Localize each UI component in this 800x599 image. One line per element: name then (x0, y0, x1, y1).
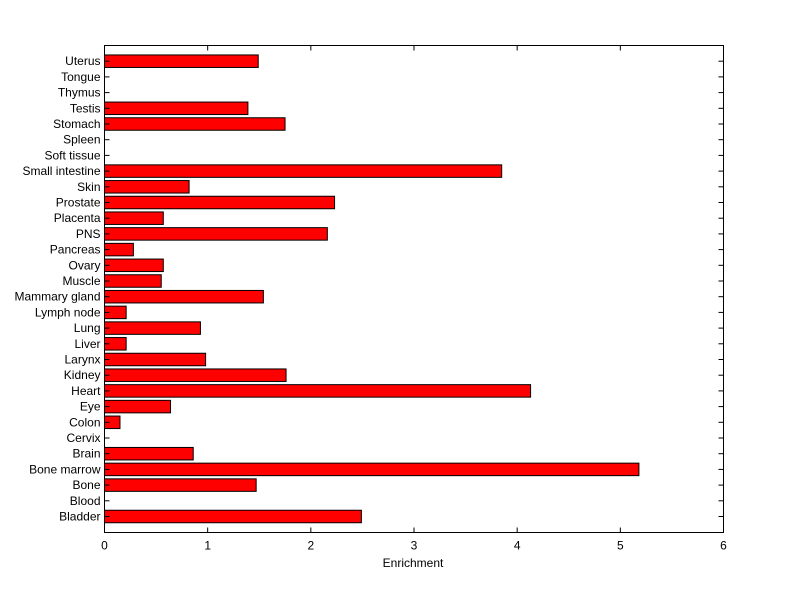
bar (104, 195, 336, 210)
y-tick-label: Muscle (62, 274, 100, 288)
y-tick-label: Thymus (58, 86, 101, 100)
plot-frame (104, 45, 724, 533)
y-tick-label: Mammary gland (14, 290, 100, 304)
x-tick-label: 5 (617, 539, 624, 553)
y-tick-label: Lung (74, 321, 101, 335)
y-tick-label: Lymph node (35, 305, 101, 319)
y-tick-label: Eye (80, 400, 101, 414)
y-tick-label: Blood (70, 494, 101, 508)
y-tick-label: Uterus (65, 54, 100, 68)
bar (104, 54, 259, 68)
y-tick-label: Prostate (56, 196, 101, 210)
bar (104, 101, 249, 116)
y-tick-label: Small intestine (22, 164, 100, 178)
y-tick-label: Brain (72, 447, 100, 461)
y-tick-label: Stomach (53, 117, 100, 131)
bar (104, 258, 164, 273)
bar (104, 446, 194, 461)
bar (104, 509, 362, 524)
bar (104, 478, 257, 492)
x-tick-label: 0 (101, 539, 108, 553)
x-tick-label: 6 (720, 539, 727, 553)
y-tick-label: Bladder (59, 510, 100, 524)
y-tick-label: Spleen (63, 133, 100, 147)
bar (104, 117, 286, 131)
y-tick-label: Pancreas (50, 243, 101, 257)
ticks-group (104, 45, 724, 533)
bar (104, 384, 532, 398)
bars-group (104, 54, 640, 524)
y-tick-label: Heart (71, 384, 101, 398)
y-tick-label: Cervix (66, 431, 100, 445)
bar (104, 399, 172, 414)
bar (104, 368, 287, 382)
x-tick-label: 4 (514, 539, 521, 553)
bar (104, 462, 640, 477)
bar (104, 352, 207, 367)
bar (104, 321, 201, 335)
bar (104, 211, 164, 225)
y-tick-label: Bone (72, 478, 100, 492)
y-tick-label: Testis (70, 101, 101, 115)
x-tick-label: 2 (307, 539, 314, 553)
bar (104, 289, 264, 304)
y-tick-label: Skin (77, 180, 100, 194)
bar (104, 227, 328, 241)
y-tick-label: Liver (74, 337, 100, 351)
y-tick-label: Bone marrow (29, 462, 101, 476)
bar (104, 164, 503, 178)
y-tick-label: PNS (76, 227, 101, 241)
y-tick-label: Colon (69, 415, 100, 429)
bar (104, 180, 190, 194)
x-tick-label: 1 (204, 539, 211, 553)
y-tick-label: Larynx (64, 353, 100, 367)
bar (104, 274, 162, 288)
y-tick-label: Soft tissue (44, 148, 100, 162)
x-axis-label: Enrichment (383, 556, 444, 570)
y-tick-label: Ovary (68, 258, 100, 272)
y-tick-label: Kidney (64, 368, 101, 382)
y-tick-label: Placenta (54, 211, 101, 225)
x-tick-label: 3 (411, 539, 418, 553)
y-tick-label: Tongue (61, 70, 101, 84)
